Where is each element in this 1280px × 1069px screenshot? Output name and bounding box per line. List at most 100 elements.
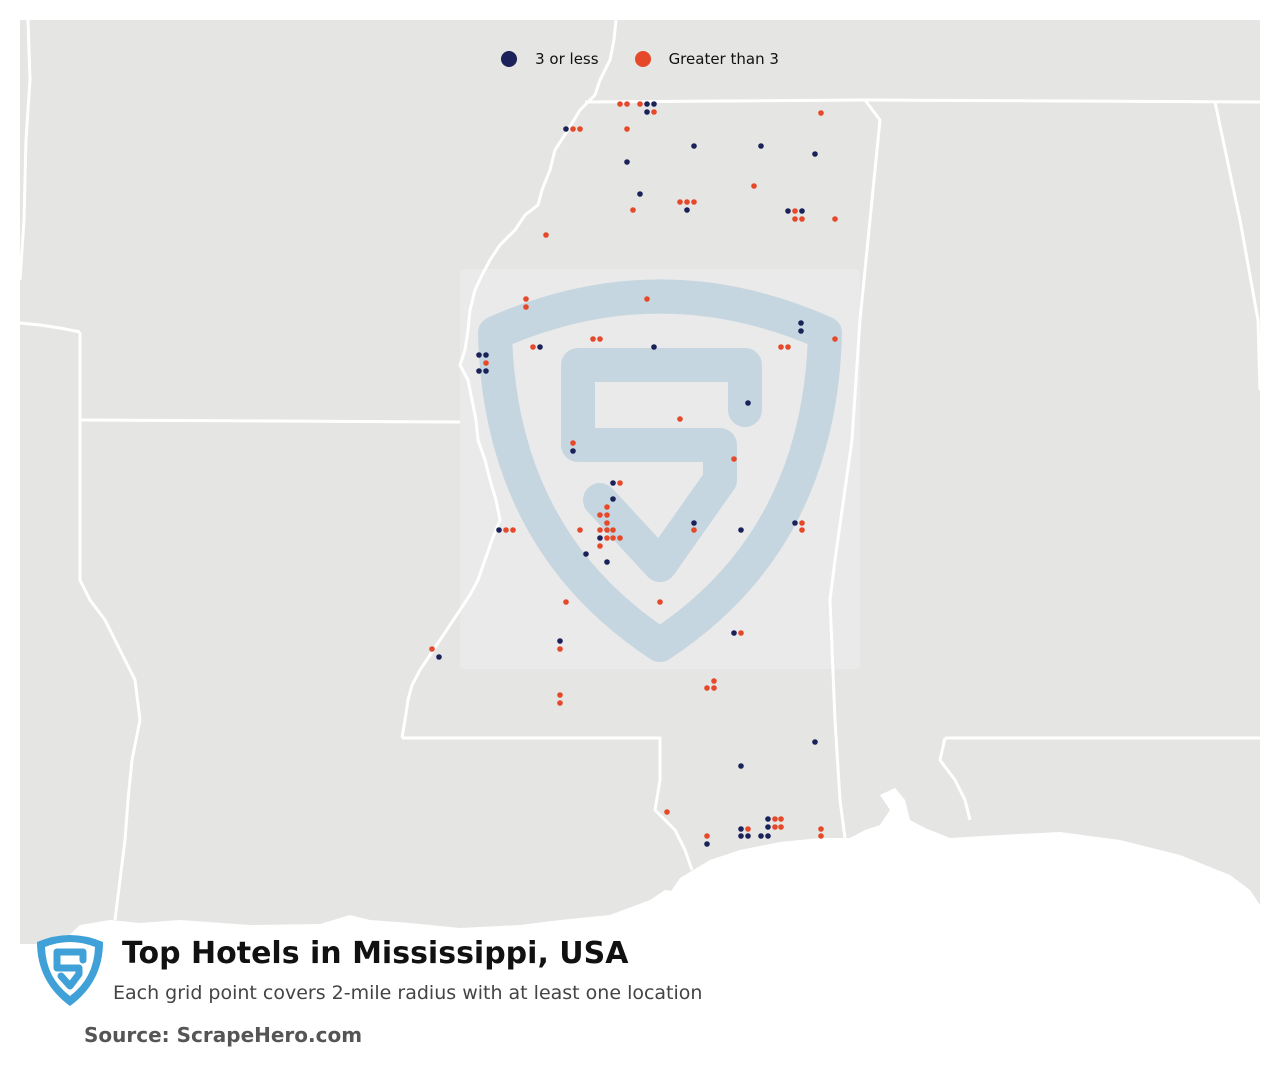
grid-point-high: [617, 101, 623, 107]
grid-point-high: [523, 304, 529, 310]
grid-point-low: [792, 520, 798, 526]
grid-point-high: [792, 208, 798, 214]
grid-point-low: [644, 109, 650, 115]
grid-point-low: [537, 344, 543, 350]
grid-point-low: [651, 101, 657, 107]
watermark-shield-icon: [478, 279, 842, 662]
legend-dot-high: [634, 51, 651, 67]
grid-point-high: [590, 336, 596, 342]
state-borders: [20, 20, 1260, 921]
grid-point-low: [557, 638, 563, 644]
grid-point-high: [657, 599, 663, 605]
grid-point-high: [778, 816, 784, 822]
grid-point-high: [429, 646, 435, 652]
grid-point-low: [624, 159, 630, 165]
grid-point-low: [758, 833, 764, 839]
map-canvas: [20, 20, 1260, 944]
grid-point-high: [778, 344, 784, 350]
grid-point-high: [510, 527, 516, 533]
grid-point-low: [644, 101, 650, 107]
grid-point-low: [745, 400, 751, 406]
grid-point-low: [483, 368, 489, 374]
grid-point-high: [832, 216, 838, 222]
grid-point-low: [483, 352, 489, 358]
grid-point-high: [570, 440, 576, 446]
grid-point-high: [637, 101, 643, 107]
grid-point-high: [799, 527, 805, 533]
grid-point-high: [523, 296, 529, 302]
grid-point-high: [832, 336, 838, 342]
grid-point-low: [684, 207, 690, 213]
grid-point-high: [691, 199, 697, 205]
grid-point-low: [765, 824, 771, 830]
grid-point-high: [704, 833, 710, 839]
grid-point-high: [624, 126, 630, 132]
grid-point-low: [610, 496, 616, 502]
grid-point-high: [785, 344, 791, 350]
grid-point-high: [557, 646, 563, 652]
grid-point-high: [597, 512, 603, 518]
louisiana-coast-water: [60, 890, 1260, 944]
grid-point-high: [577, 126, 583, 132]
map-area: 3 or less Greater than 3: [20, 20, 1260, 944]
grid-point-low: [738, 527, 744, 533]
grid-point-high: [604, 512, 610, 518]
grid-point-high: [691, 527, 697, 533]
grid-point-low: [704, 841, 710, 847]
grid-point-low: [798, 320, 804, 326]
grid-point-high: [570, 126, 576, 132]
legend-dot-low: [501, 51, 518, 67]
grid-point-high: [778, 824, 784, 830]
grid-point-high: [731, 456, 737, 462]
grid-point-low: [563, 126, 569, 132]
grid-point-low: [597, 535, 603, 541]
grid-point-high: [530, 344, 536, 350]
grid-point-high: [745, 826, 751, 832]
grid-point-low: [691, 143, 697, 149]
grid-point-high: [483, 360, 489, 366]
grid-point-high: [751, 183, 757, 189]
grid-point-low: [610, 480, 616, 486]
grid-point-low: [812, 151, 818, 157]
legend-label-high: Greater than 3: [668, 50, 779, 68]
grid-point-low: [745, 833, 751, 839]
grid-point-high: [738, 630, 744, 636]
grid-point-low: [785, 208, 791, 214]
map-subtitle: Each grid point covers 2-mile radius wit…: [113, 982, 703, 1004]
grid-point-high: [563, 599, 569, 605]
grid-point-low: [604, 559, 610, 565]
legend-item-high: Greater than 3: [634, 50, 779, 68]
grid-point-high: [818, 110, 824, 116]
grid-point-low: [583, 551, 589, 557]
grid-point-high: [503, 527, 509, 533]
grid-point-low: [476, 368, 482, 374]
grid-point-high: [604, 535, 610, 541]
grid-point-low: [738, 763, 744, 769]
grid-point-high: [557, 692, 563, 698]
legend-item-low: 3 or less: [501, 50, 599, 68]
grid-point-low: [637, 191, 643, 197]
grid-point-high: [597, 527, 603, 533]
grid-point-high: [799, 216, 805, 222]
grid-point-low: [691, 520, 697, 526]
grid-point-low: [738, 833, 744, 839]
grid-point-high: [624, 101, 630, 107]
grid-point-high: [557, 700, 563, 706]
grid-point-low: [738, 826, 744, 832]
grid-point-low: [651, 344, 657, 350]
grid-point-low: [812, 739, 818, 745]
map-source: Source: ScrapeHero.com: [84, 1023, 363, 1047]
grid-point-high: [604, 504, 610, 510]
grid-point-high: [577, 527, 583, 533]
grid-point-high: [617, 535, 623, 541]
grid-point-high: [818, 826, 824, 832]
grid-point-high: [597, 543, 603, 549]
grid-point-high: [664, 809, 670, 815]
grid-point-low: [765, 833, 771, 839]
grid-point-high: [799, 520, 805, 526]
legend: 3 or less Greater than 3: [20, 50, 1260, 68]
grid-point-high: [644, 296, 650, 302]
grid-point-high: [630, 207, 636, 213]
grid-point-high: [597, 336, 603, 342]
grid-point-high: [711, 678, 717, 684]
